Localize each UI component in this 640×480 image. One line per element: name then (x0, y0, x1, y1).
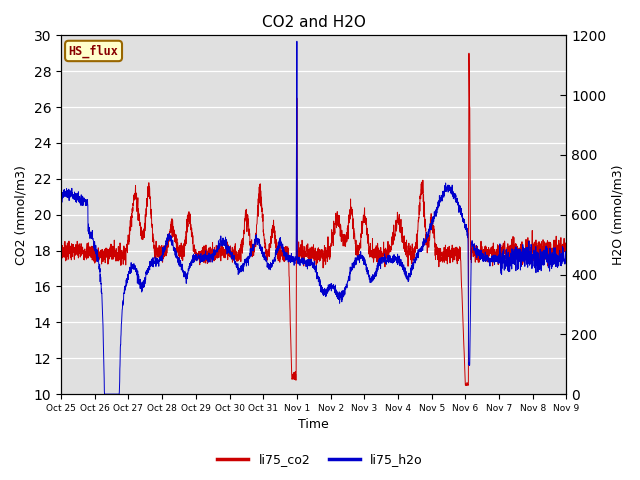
Title: CO2 and H2O: CO2 and H2O (262, 15, 365, 30)
Y-axis label: H2O (mmol/m3): H2O (mmol/m3) (612, 165, 625, 265)
Text: HS_flux: HS_flux (68, 44, 118, 58)
Y-axis label: CO2 (mmol/m3): CO2 (mmol/m3) (15, 165, 28, 264)
Legend: li75_co2, li75_h2o: li75_co2, li75_h2o (212, 448, 428, 471)
X-axis label: Time: Time (298, 419, 329, 432)
